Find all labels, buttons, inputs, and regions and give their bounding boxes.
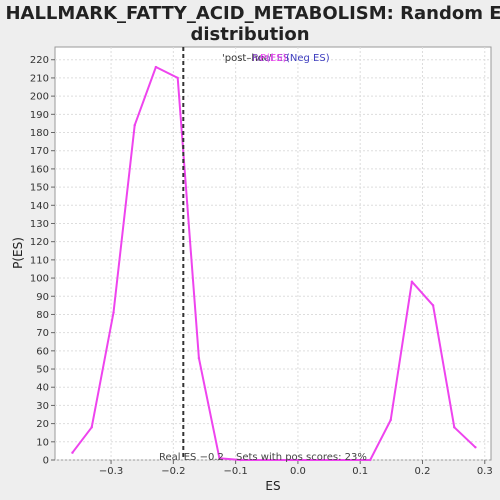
x-tick-label: 0.1 [352, 466, 368, 477]
y-tick-label: 30 [36, 401, 49, 412]
y-tick-label: 210 [30, 73, 49, 84]
y-tick-label: 190 [30, 110, 49, 121]
data-point [474, 446, 477, 449]
data-point [112, 311, 115, 314]
data-point [453, 426, 456, 429]
x-tick-label: 0.0 [290, 466, 306, 477]
data-point [197, 356, 201, 360]
data-point [239, 458, 242, 462]
points-group [71, 65, 477, 462]
y-tick-label: 170 [30, 146, 49, 157]
data-point [71, 451, 74, 454]
pos-scores-annotation: Sets with pos scores: 23% [236, 452, 367, 463]
plot-area [54, 46, 492, 461]
y-tick-label: 40 [36, 383, 49, 394]
legend: 'post–hoc'Real ESP(ES) (Neg ES) [222, 53, 330, 64]
data-point [389, 418, 392, 422]
y-axis-ticks: 0 10 20 30 40 50 60 70 80 90 100 110 120 130 140 150 160… [30, 55, 55, 467]
data-point [133, 124, 136, 127]
legend-entry: Real ES [252, 53, 289, 64]
y-tick-label: 0 [43, 456, 49, 467]
data-point [368, 458, 372, 462]
data-point [154, 65, 158, 69]
y-tick-label: 160 [30, 164, 49, 175]
data-point [431, 304, 435, 307]
y-tick-label: 130 [30, 219, 49, 230]
y-tick-label: 70 [36, 328, 49, 339]
x-axis-label: ES [265, 479, 280, 493]
y-tick-label: 20 [36, 419, 49, 430]
y-tick-label: 90 [36, 292, 49, 303]
y-tick-label: 10 [36, 437, 49, 448]
y-tick-label: 100 [30, 274, 49, 285]
y-tick-label: 120 [30, 237, 49, 248]
y-tick-label: 220 [30, 55, 49, 66]
legend-entry: 'post–hoc' [222, 53, 272, 64]
y-tick-label: 110 [30, 255, 49, 266]
data-point [90, 426, 93, 429]
x-tick-label: −0.3 [99, 466, 123, 477]
y-axis-label: P(ES) [11, 237, 25, 269]
y-tick-label: 140 [30, 201, 49, 212]
x-tick-label: −0.2 [161, 466, 185, 477]
data-point [176, 76, 179, 80]
real-es-annotation: Real ES −0.2 [159, 452, 224, 463]
x-tick-label: 0.2 [415, 466, 431, 477]
legend-entry: P(ES) [260, 53, 287, 64]
grid [55, 47, 491, 461]
y-tick-label: 200 [30, 92, 49, 103]
x-tick-label: 0.3 [477, 466, 493, 477]
x-axis-ticks: −0.3 −0.2 −0.1 0.0 0.1 0.2 0.3 [99, 460, 493, 477]
data-point [410, 280, 414, 283]
y-tick-label: 80 [36, 310, 49, 321]
y-tick-label: 60 [36, 346, 49, 357]
y-tick-label: 50 [36, 365, 49, 376]
chart-title-line-2: distribution [190, 24, 309, 45]
chart-title-line-1: HALLMARK_FATTY_ACID_METABOLISM: Random E… [5, 3, 500, 24]
x-tick-label: −0.1 [223, 466, 247, 477]
legend-entry: (Neg ES) [286, 53, 330, 64]
data-point [218, 456, 221, 460]
y-tick-label: 150 [30, 183, 49, 194]
y-tick-label: 180 [30, 128, 49, 139]
